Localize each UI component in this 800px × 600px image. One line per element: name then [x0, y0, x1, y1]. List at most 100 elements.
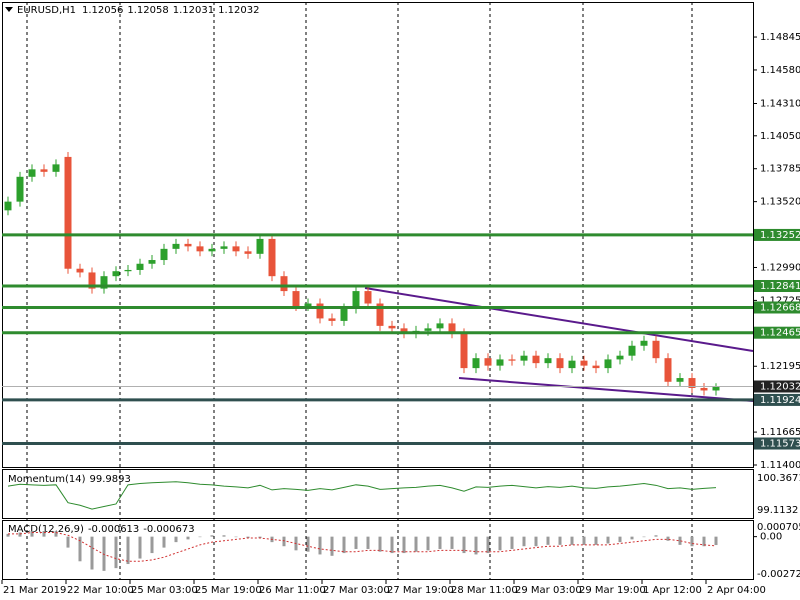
macd-bar [198, 536, 202, 538]
macd-max: 0.000705 [757, 522, 800, 533]
macd-bar [342, 536, 346, 554]
level-label-box [754, 326, 800, 339]
x-tick-label: 27 Mar 03:00 [323, 585, 390, 596]
value: -0.000613 [88, 524, 139, 535]
level-label-box [754, 437, 800, 450]
trend-lines [364, 287, 754, 402]
macd-bar [546, 536, 550, 545]
macd-bar [138, 536, 142, 559]
macd-bar [282, 536, 286, 547]
high: 1.12058 [127, 5, 168, 16]
candle-body [580, 360, 588, 366]
level-label-box [754, 393, 800, 406]
signal: -0.000673 [143, 524, 194, 535]
open: 1.12056 [82, 5, 123, 16]
macd-bar [618, 536, 622, 543]
separators [26, 2, 693, 579]
y-tick-label: 1.13785 [760, 164, 800, 175]
y-tick-label: 1.14310 [760, 98, 800, 109]
candle-body [628, 345, 636, 356]
macd-bar [450, 536, 454, 549]
macd-bar [582, 536, 586, 545]
candle-body [688, 378, 696, 388]
x-tick-label: 25 Mar 03:00 [131, 585, 198, 596]
candle-body [424, 328, 432, 331]
candle-body [4, 201, 12, 211]
candle-body [436, 323, 444, 329]
macd-bar [462, 536, 466, 554]
candle-body [76, 268, 84, 273]
macd-label: MACD(12,26,9) -0.000613 -0.000673 [8, 524, 195, 535]
macd-bar [390, 536, 394, 554]
macd-bar [246, 536, 250, 539]
current-price-label: 1.12032 [760, 381, 800, 392]
momentum-min: 99.1132 [757, 505, 798, 516]
macd-bar [42, 531, 46, 537]
candle-body [160, 248, 168, 261]
level-label-box [754, 279, 800, 292]
macd-bar [222, 535, 226, 537]
candle-body [484, 358, 492, 366]
macd-bar [570, 536, 574, 545]
macd-bar [474, 536, 478, 555]
name: Momentum(14) [8, 474, 86, 485]
x-tick-label: 25 Mar 19:00 [195, 585, 262, 596]
macd-bar [630, 536, 634, 540]
y-tick-label: 1.13520 [760, 197, 800, 208]
candle-body [700, 387, 708, 391]
candle-body [100, 276, 108, 289]
x-tick-label: 28 Mar 11:00 [451, 585, 518, 596]
x-tick-label: 29 Mar 19:00 [579, 585, 646, 596]
candle-body [28, 169, 36, 177]
candle-body [340, 308, 348, 321]
macd-bar [702, 536, 706, 547]
candle-body [148, 260, 156, 264]
candle-body [52, 164, 60, 172]
level-label: 1.12465 [760, 328, 800, 339]
x-tick-label: 26 Mar 11:00 [259, 585, 326, 596]
low: 1.12031 [173, 5, 214, 16]
level-label-box [754, 228, 800, 241]
candle-body [664, 358, 672, 382]
candle-body [124, 269, 132, 272]
macd-bar [78, 536, 82, 562]
candle-body [136, 263, 144, 270]
macd-bar [150, 536, 154, 554]
x-tick-label: 27 Mar 19:00 [387, 585, 454, 596]
macd-bar [486, 536, 490, 554]
candle-body [304, 303, 312, 306]
candle-body [508, 359, 516, 361]
macd-bar [378, 536, 382, 552]
macd-bar [594, 536, 598, 545]
macd-bar [162, 536, 166, 548]
candle-body [16, 176, 24, 202]
macd-bar [54, 531, 58, 537]
macd-bar [534, 536, 538, 547]
macd-bar [30, 531, 34, 537]
candle-body [496, 359, 504, 366]
candle-body [88, 272, 96, 289]
candle-body [568, 360, 576, 369]
x-tick-label: 2 Apr 04:00 [707, 585, 766, 596]
macd-bar [642, 536, 646, 538]
candle-body [208, 248, 216, 252]
macd-bar [102, 536, 106, 571]
candle-body [232, 246, 240, 252]
macd-bar [414, 536, 418, 552]
macd-bar [114, 536, 118, 569]
macd-bar [402, 536, 406, 554]
x-tick-label: 21 Mar 2019 [3, 585, 66, 596]
candle-body [256, 238, 264, 254]
macd-bar [438, 536, 442, 549]
macd-bar [318, 536, 322, 555]
candle-body [400, 328, 408, 334]
candle-body [352, 291, 360, 309]
macd-bar [174, 536, 178, 543]
momentum-max: 100.3671 [757, 473, 800, 484]
name: MACD(12,26,9) [8, 524, 84, 535]
macd-bar [306, 536, 310, 552]
y-tick-label: 1.11665 [760, 427, 800, 438]
level-label: 1.12668 [760, 302, 800, 313]
macd-bar [210, 535, 214, 537]
y-tick-label: 1.14845 [760, 32, 800, 43]
